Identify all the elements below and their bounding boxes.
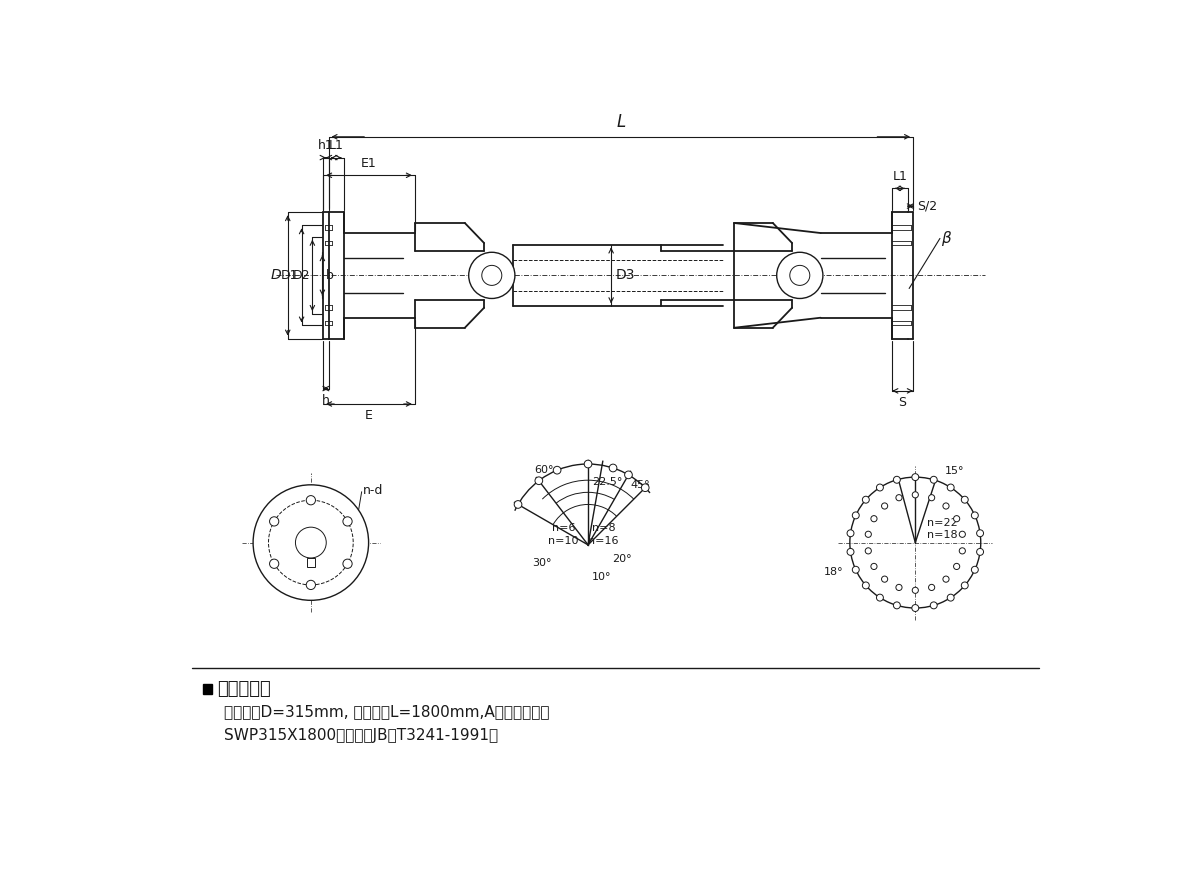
Circle shape xyxy=(625,471,632,478)
Circle shape xyxy=(481,265,502,286)
Text: n=22: n=22 xyxy=(926,518,958,529)
Circle shape xyxy=(514,501,522,508)
Circle shape xyxy=(306,581,316,590)
Circle shape xyxy=(947,594,954,601)
Circle shape xyxy=(912,605,919,611)
Circle shape xyxy=(943,503,949,509)
Circle shape xyxy=(943,576,949,582)
Text: n=8: n=8 xyxy=(592,523,616,533)
Circle shape xyxy=(847,530,854,537)
Circle shape xyxy=(852,512,859,519)
Circle shape xyxy=(882,503,888,509)
Text: 18°: 18° xyxy=(823,567,844,577)
Circle shape xyxy=(971,566,978,573)
Circle shape xyxy=(954,515,960,521)
Circle shape xyxy=(253,485,368,600)
Circle shape xyxy=(912,474,919,480)
Text: S/2: S/2 xyxy=(917,200,937,212)
Circle shape xyxy=(977,548,984,556)
Circle shape xyxy=(610,464,617,472)
Text: b: b xyxy=(325,269,334,282)
Circle shape xyxy=(893,602,900,609)
Circle shape xyxy=(912,587,918,593)
Circle shape xyxy=(929,584,935,590)
Circle shape xyxy=(584,461,592,468)
Text: SWP315X1800联轴器（JB／T3241-1991）: SWP315X1800联轴器（JB／T3241-1991） xyxy=(224,728,498,743)
Circle shape xyxy=(977,530,984,537)
Circle shape xyxy=(947,484,954,491)
Circle shape xyxy=(896,584,902,590)
Text: 30°: 30° xyxy=(532,557,552,568)
Circle shape xyxy=(295,527,326,558)
Circle shape xyxy=(954,564,960,570)
Text: 10°: 10° xyxy=(592,573,612,582)
Circle shape xyxy=(912,492,918,498)
Text: 标记示例：: 标记示例： xyxy=(217,680,271,698)
Text: L1: L1 xyxy=(893,170,907,183)
Circle shape xyxy=(896,495,902,501)
Circle shape xyxy=(776,253,823,298)
Circle shape xyxy=(863,582,869,589)
Circle shape xyxy=(930,602,937,609)
Circle shape xyxy=(847,548,854,556)
Text: n-d: n-d xyxy=(364,484,384,496)
Circle shape xyxy=(852,566,859,573)
Circle shape xyxy=(876,594,883,601)
Text: D: D xyxy=(271,269,282,282)
Circle shape xyxy=(871,564,877,570)
Circle shape xyxy=(469,253,515,298)
Circle shape xyxy=(553,466,560,474)
Text: S: S xyxy=(899,396,906,409)
Text: n=18: n=18 xyxy=(926,530,958,540)
Text: D3: D3 xyxy=(616,269,635,282)
Circle shape xyxy=(790,265,810,286)
Circle shape xyxy=(961,582,968,589)
Circle shape xyxy=(959,531,965,538)
Text: n=6: n=6 xyxy=(552,523,575,533)
Circle shape xyxy=(343,517,352,526)
Circle shape xyxy=(882,576,888,582)
Circle shape xyxy=(871,515,877,521)
Text: 45°: 45° xyxy=(630,480,649,490)
Text: D2: D2 xyxy=(293,269,310,282)
Circle shape xyxy=(929,495,935,501)
Bar xyxy=(203,685,211,694)
Circle shape xyxy=(270,517,278,526)
Circle shape xyxy=(961,496,968,504)
Circle shape xyxy=(535,477,542,485)
Text: h: h xyxy=(322,394,330,407)
Text: L1: L1 xyxy=(329,139,343,152)
Text: n=10: n=10 xyxy=(548,536,578,546)
Text: 60°: 60° xyxy=(534,464,554,475)
Circle shape xyxy=(893,477,900,483)
Circle shape xyxy=(270,559,278,568)
Text: n=16: n=16 xyxy=(588,536,619,546)
Circle shape xyxy=(865,547,871,554)
Bar xyxy=(307,558,314,567)
Circle shape xyxy=(930,477,937,483)
Circle shape xyxy=(343,559,352,568)
Circle shape xyxy=(971,512,978,519)
Text: 15°: 15° xyxy=(944,466,965,476)
Text: 回转直径D=315mm, 安装长度L=1800mm,A型万向联轴器: 回转直径D=315mm, 安装长度L=1800mm,A型万向联轴器 xyxy=(224,704,550,719)
Circle shape xyxy=(876,484,883,491)
Circle shape xyxy=(641,484,649,492)
Text: h1: h1 xyxy=(318,139,334,152)
Circle shape xyxy=(959,547,965,554)
Circle shape xyxy=(863,496,869,504)
Text: β: β xyxy=(942,231,952,246)
Text: 20°: 20° xyxy=(612,555,632,564)
Text: L: L xyxy=(616,113,625,131)
Circle shape xyxy=(865,531,871,538)
Circle shape xyxy=(306,495,316,504)
Text: E: E xyxy=(365,409,373,422)
Text: 22.5°: 22.5° xyxy=(592,477,623,487)
Text: D1: D1 xyxy=(281,269,298,282)
Text: E1: E1 xyxy=(361,157,377,170)
